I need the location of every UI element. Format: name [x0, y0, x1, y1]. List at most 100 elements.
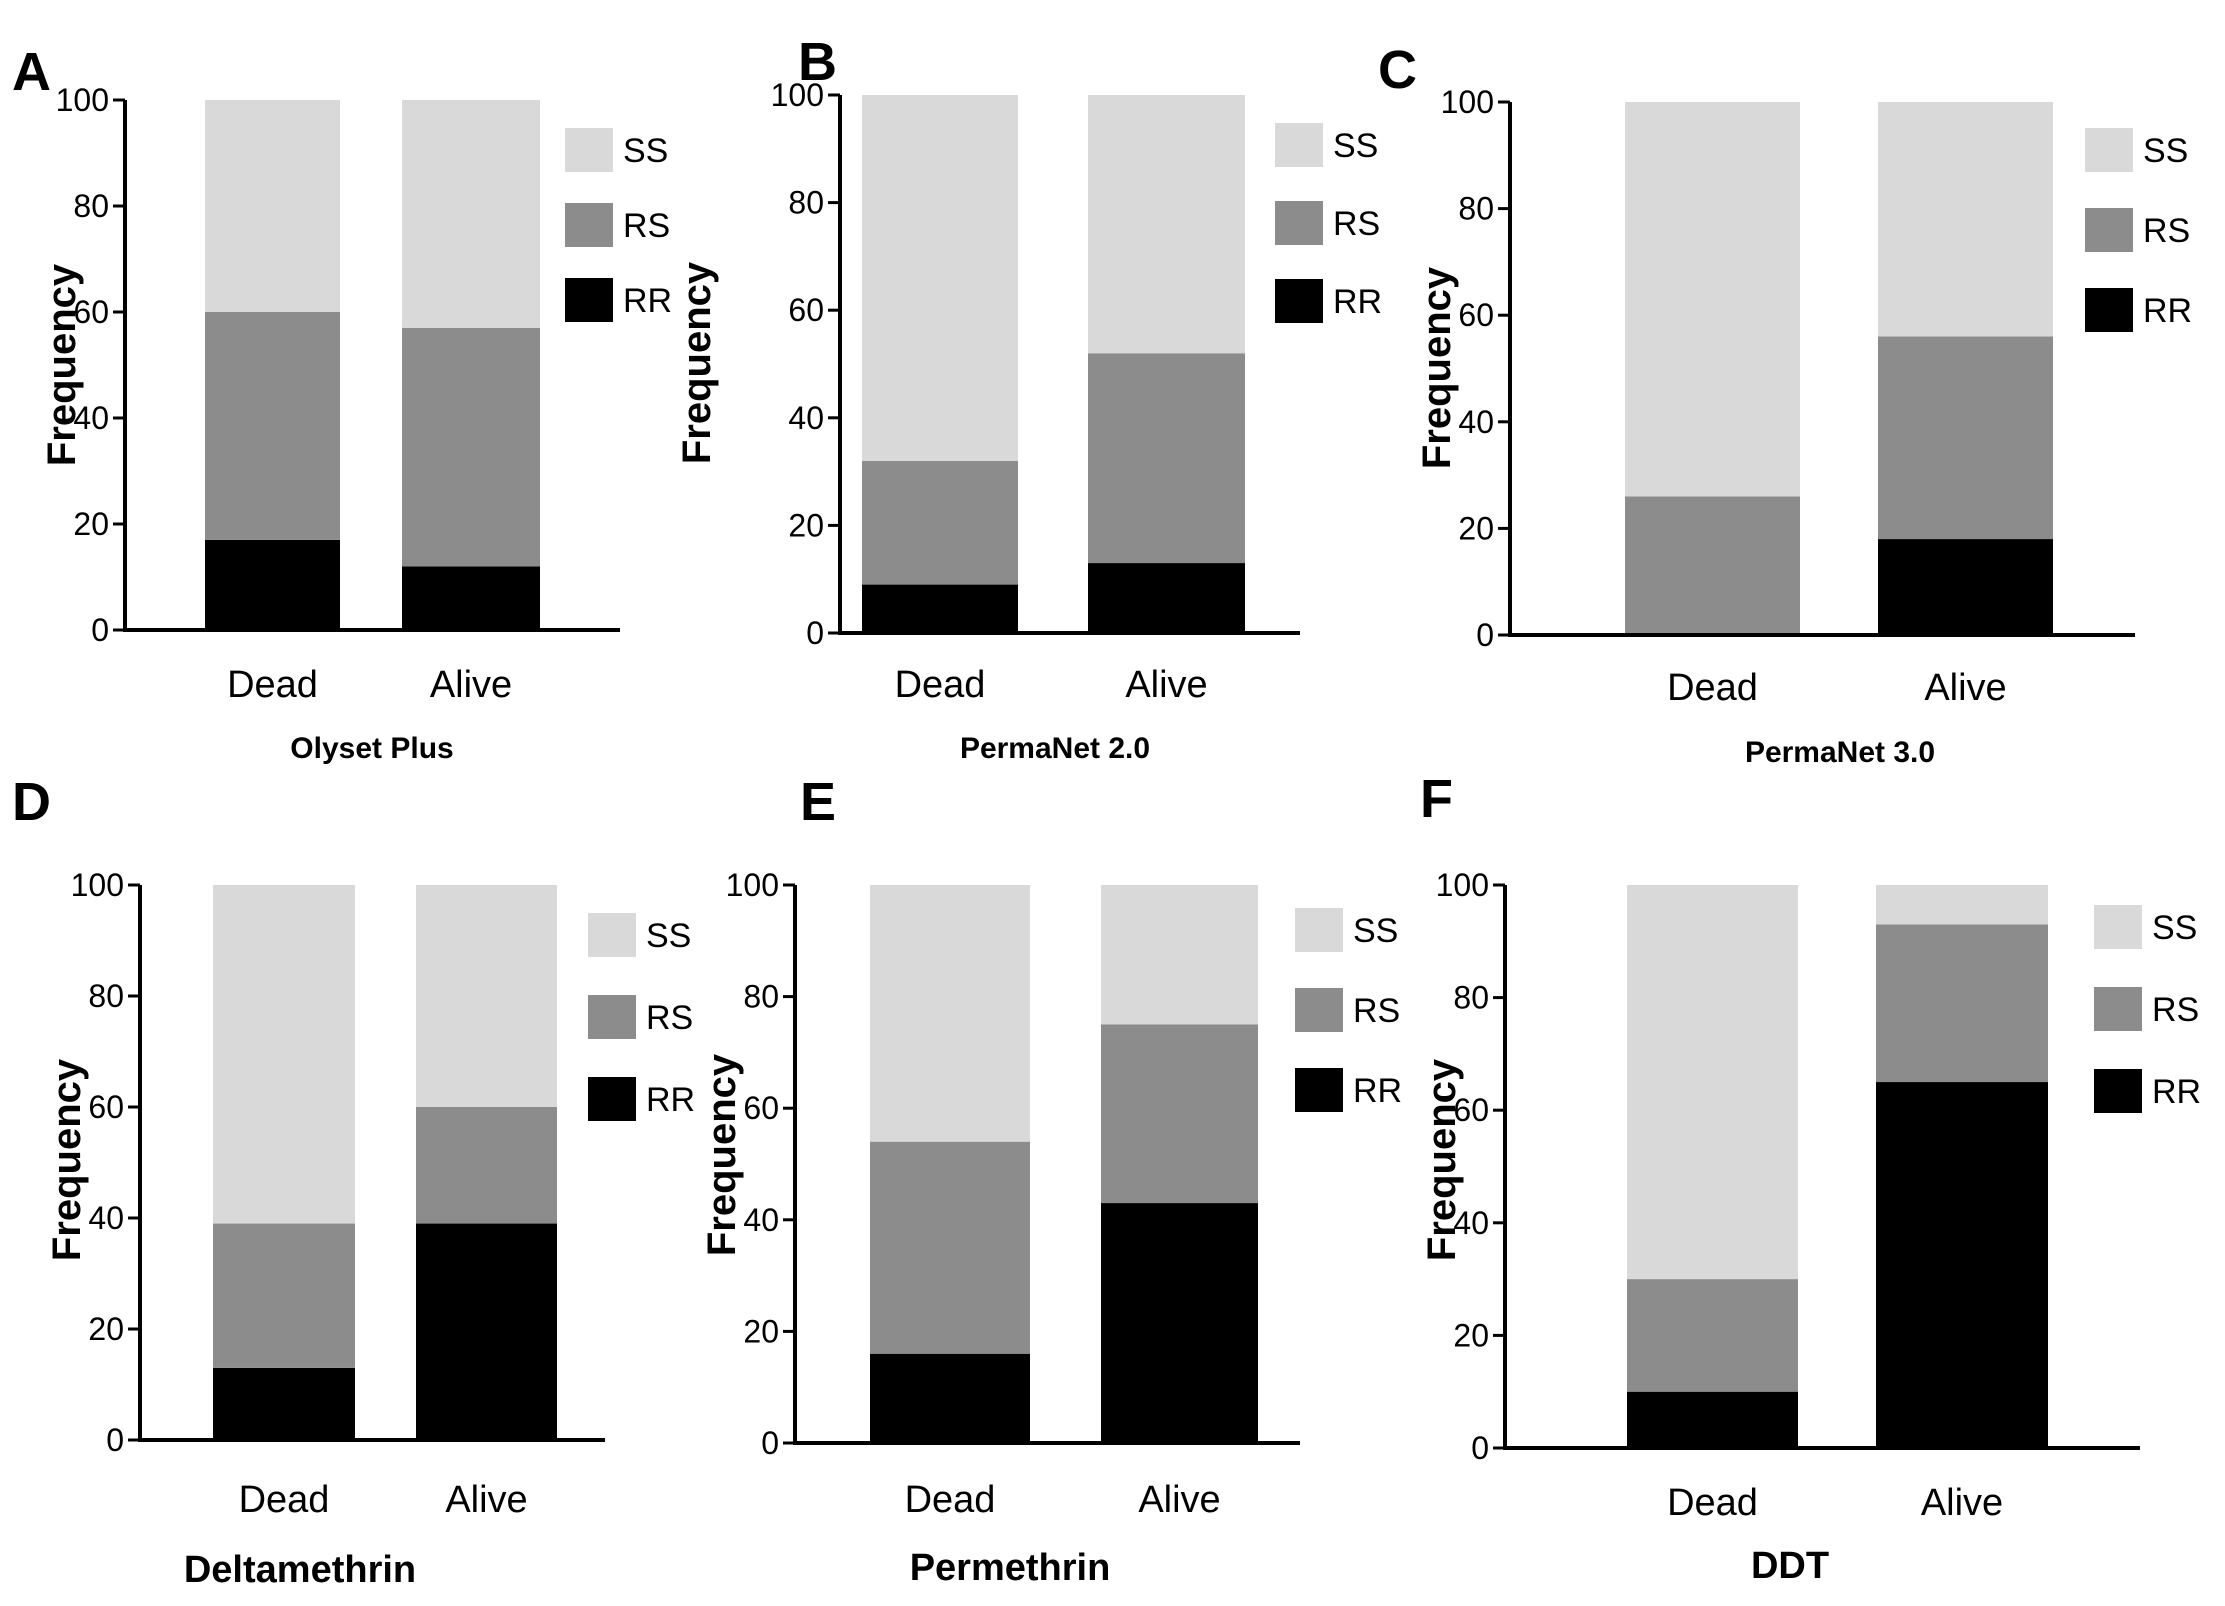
y-tick-label: 20	[1458, 510, 1494, 546]
chart-panel-e: E Dead Alive 0 20 40 60 80 100 Frequency Permethri…	[700, 772, 1402, 1589]
bar-segment-alive-ss	[1101, 885, 1258, 1025]
bar-segment-dead-rs	[862, 460, 1018, 585]
x-axis-title: PermaNet 3.0	[1745, 736, 1935, 769]
y-tick-label: 40	[743, 1202, 779, 1238]
legend-label-ss: SS	[623, 132, 668, 170]
legend-swatch-ss	[565, 128, 613, 172]
x-tick-label-alive: Alive	[1921, 1482, 2003, 1524]
y-tick-label: 0	[761, 1425, 779, 1461]
y-tick-label: 20	[88, 1311, 124, 1347]
y-tick-label: 0	[91, 612, 109, 648]
legend-swatch-rr	[565, 278, 613, 322]
y-tick-label: 80	[73, 188, 109, 224]
legend-swatch-rr	[588, 1077, 636, 1121]
chart-panel-d: D Dead Alive 0 20 40 60 80 100 Frequency Deltameth…	[12, 772, 695, 1591]
bar-segment-alive-rr	[1878, 539, 2053, 635]
bar-segment-dead-rr	[1627, 1391, 1798, 1448]
chart-panel-b: B Dead Alive 0 20 40 60 80 100 Frequency PermaNet …	[675, 32, 1382, 765]
y-tick-label: 20	[73, 506, 109, 542]
y-tick-label: 60	[88, 1089, 124, 1125]
bar-segment-alive-rr	[1088, 563, 1245, 633]
y-tick-label: 100	[71, 867, 124, 903]
bar-segment-alive-rr	[416, 1223, 557, 1440]
bar-segment-alive-ss	[1876, 885, 2048, 925]
y-tick-label: 100	[1441, 84, 1494, 120]
legend-swatch-rr	[1275, 279, 1323, 323]
legend-label-ss: SS	[646, 917, 691, 955]
panel-letter: E	[800, 772, 836, 832]
panel-letter: B	[798, 32, 837, 92]
y-tick-label: 60	[1458, 297, 1494, 333]
legend-swatch-rs	[2094, 987, 2142, 1031]
y-tick-label: 40	[88, 1200, 124, 1236]
legend-swatch-rr	[2094, 1069, 2142, 1113]
x-tick-label-dead: Dead	[239, 1479, 330, 1521]
x-axis-title: Olyset Plus	[290, 732, 453, 765]
legend-label-rr: RR	[623, 282, 672, 320]
legend-swatch-ss	[1295, 908, 1343, 952]
x-tick-label-alive: Alive	[1924, 667, 2006, 709]
bar-segment-alive-rs	[416, 1107, 557, 1224]
legend-label-rr: RR	[2152, 1073, 2201, 1111]
y-tick-label: 60	[1453, 1092, 1489, 1128]
bar-segment-alive-ss	[1878, 102, 2053, 337]
bar-segment-dead-rr	[870, 1353, 1030, 1443]
x-tick-label-dead: Dead	[905, 1479, 996, 1521]
legend-swatch-ss	[1275, 123, 1323, 167]
x-tick-label-alive: Alive	[1125, 664, 1207, 706]
legend-label-rs: RS	[2152, 991, 2199, 1029]
y-axis-title: Frequency	[1415, 266, 1459, 469]
legend-label-rs: RS	[1353, 992, 1400, 1030]
chart-panel-f: F Dead Alive 0 20 40 60 80 100 Frequency DDT SS RS RR	[1420, 769, 2201, 1587]
y-tick-label: 0	[1471, 1430, 1489, 1466]
y-tick-label: 60	[743, 1090, 779, 1126]
y-tick-label: 40	[788, 400, 824, 436]
x-axis-title: Deltamethrin	[184, 1549, 416, 1591]
y-tick-label: 80	[1453, 980, 1489, 1016]
y-tick-label: 60	[73, 294, 109, 330]
bar-segment-alive-rs	[402, 327, 540, 567]
legend-swatch-ss	[2094, 905, 2142, 949]
panel-letter: C	[1378, 40, 1417, 100]
legend-swatch-ss	[2085, 128, 2133, 172]
legend-label-rr: RR	[1333, 283, 1382, 321]
bar-segment-alive-rs	[1878, 336, 2053, 540]
bar-segment-dead-rs	[870, 1141, 1030, 1354]
legend-label-ss: SS	[1353, 912, 1398, 950]
y-tick-label: 80	[1458, 191, 1494, 227]
y-tick-label: 20	[743, 1313, 779, 1349]
panel-letter: F	[1420, 769, 1453, 829]
bar-segment-alive-ss	[1088, 95, 1245, 354]
y-tick-label: 40	[1458, 404, 1494, 440]
chart-panel-c: C Dead Alive 0 20 40 60 80 100 Frequency PermaNet …	[1378, 40, 2192, 769]
bar-segment-dead-ss	[1627, 885, 1798, 1280]
y-tick-label: 20	[788, 507, 824, 543]
y-axis-title: Frequency	[700, 1053, 744, 1256]
bar-segment-dead-rs	[1625, 496, 1800, 635]
legend-label-rr: RR	[1353, 1072, 1402, 1110]
bar-segment-dead-ss	[870, 885, 1030, 1142]
y-tick-label: 100	[771, 77, 824, 113]
x-axis-title: DDT	[1751, 1545, 1829, 1587]
y-tick-label: 20	[1453, 1317, 1489, 1353]
bar-segment-alive-rr	[1876, 1082, 2048, 1448]
legend-label-rs: RS	[2143, 212, 2190, 250]
bar-segment-alive-rs	[1088, 353, 1245, 564]
legend-swatch-rr	[1295, 1068, 1343, 1112]
y-axis-title: Frequency	[675, 261, 719, 464]
legend-swatch-ss	[588, 913, 636, 957]
y-tick-label: 80	[788, 185, 824, 221]
bar-segment-dead-ss	[862, 95, 1018, 461]
legend-swatch-rs	[1295, 988, 1343, 1032]
legend-label-ss: SS	[2143, 132, 2188, 170]
bar-segment-dead-rs	[1627, 1279, 1798, 1392]
y-tick-label: 0	[806, 615, 824, 651]
x-tick-label-dead: Dead	[895, 664, 986, 706]
legend-label-rs: RS	[646, 999, 693, 1037]
bar-segment-dead-ss	[1625, 102, 1800, 497]
y-tick-label: 40	[1453, 1205, 1489, 1241]
panel-letter: A	[12, 42, 51, 102]
legend-label-rr: RR	[2143, 292, 2192, 330]
x-axis-title: PermaNet 2.0	[960, 732, 1150, 765]
